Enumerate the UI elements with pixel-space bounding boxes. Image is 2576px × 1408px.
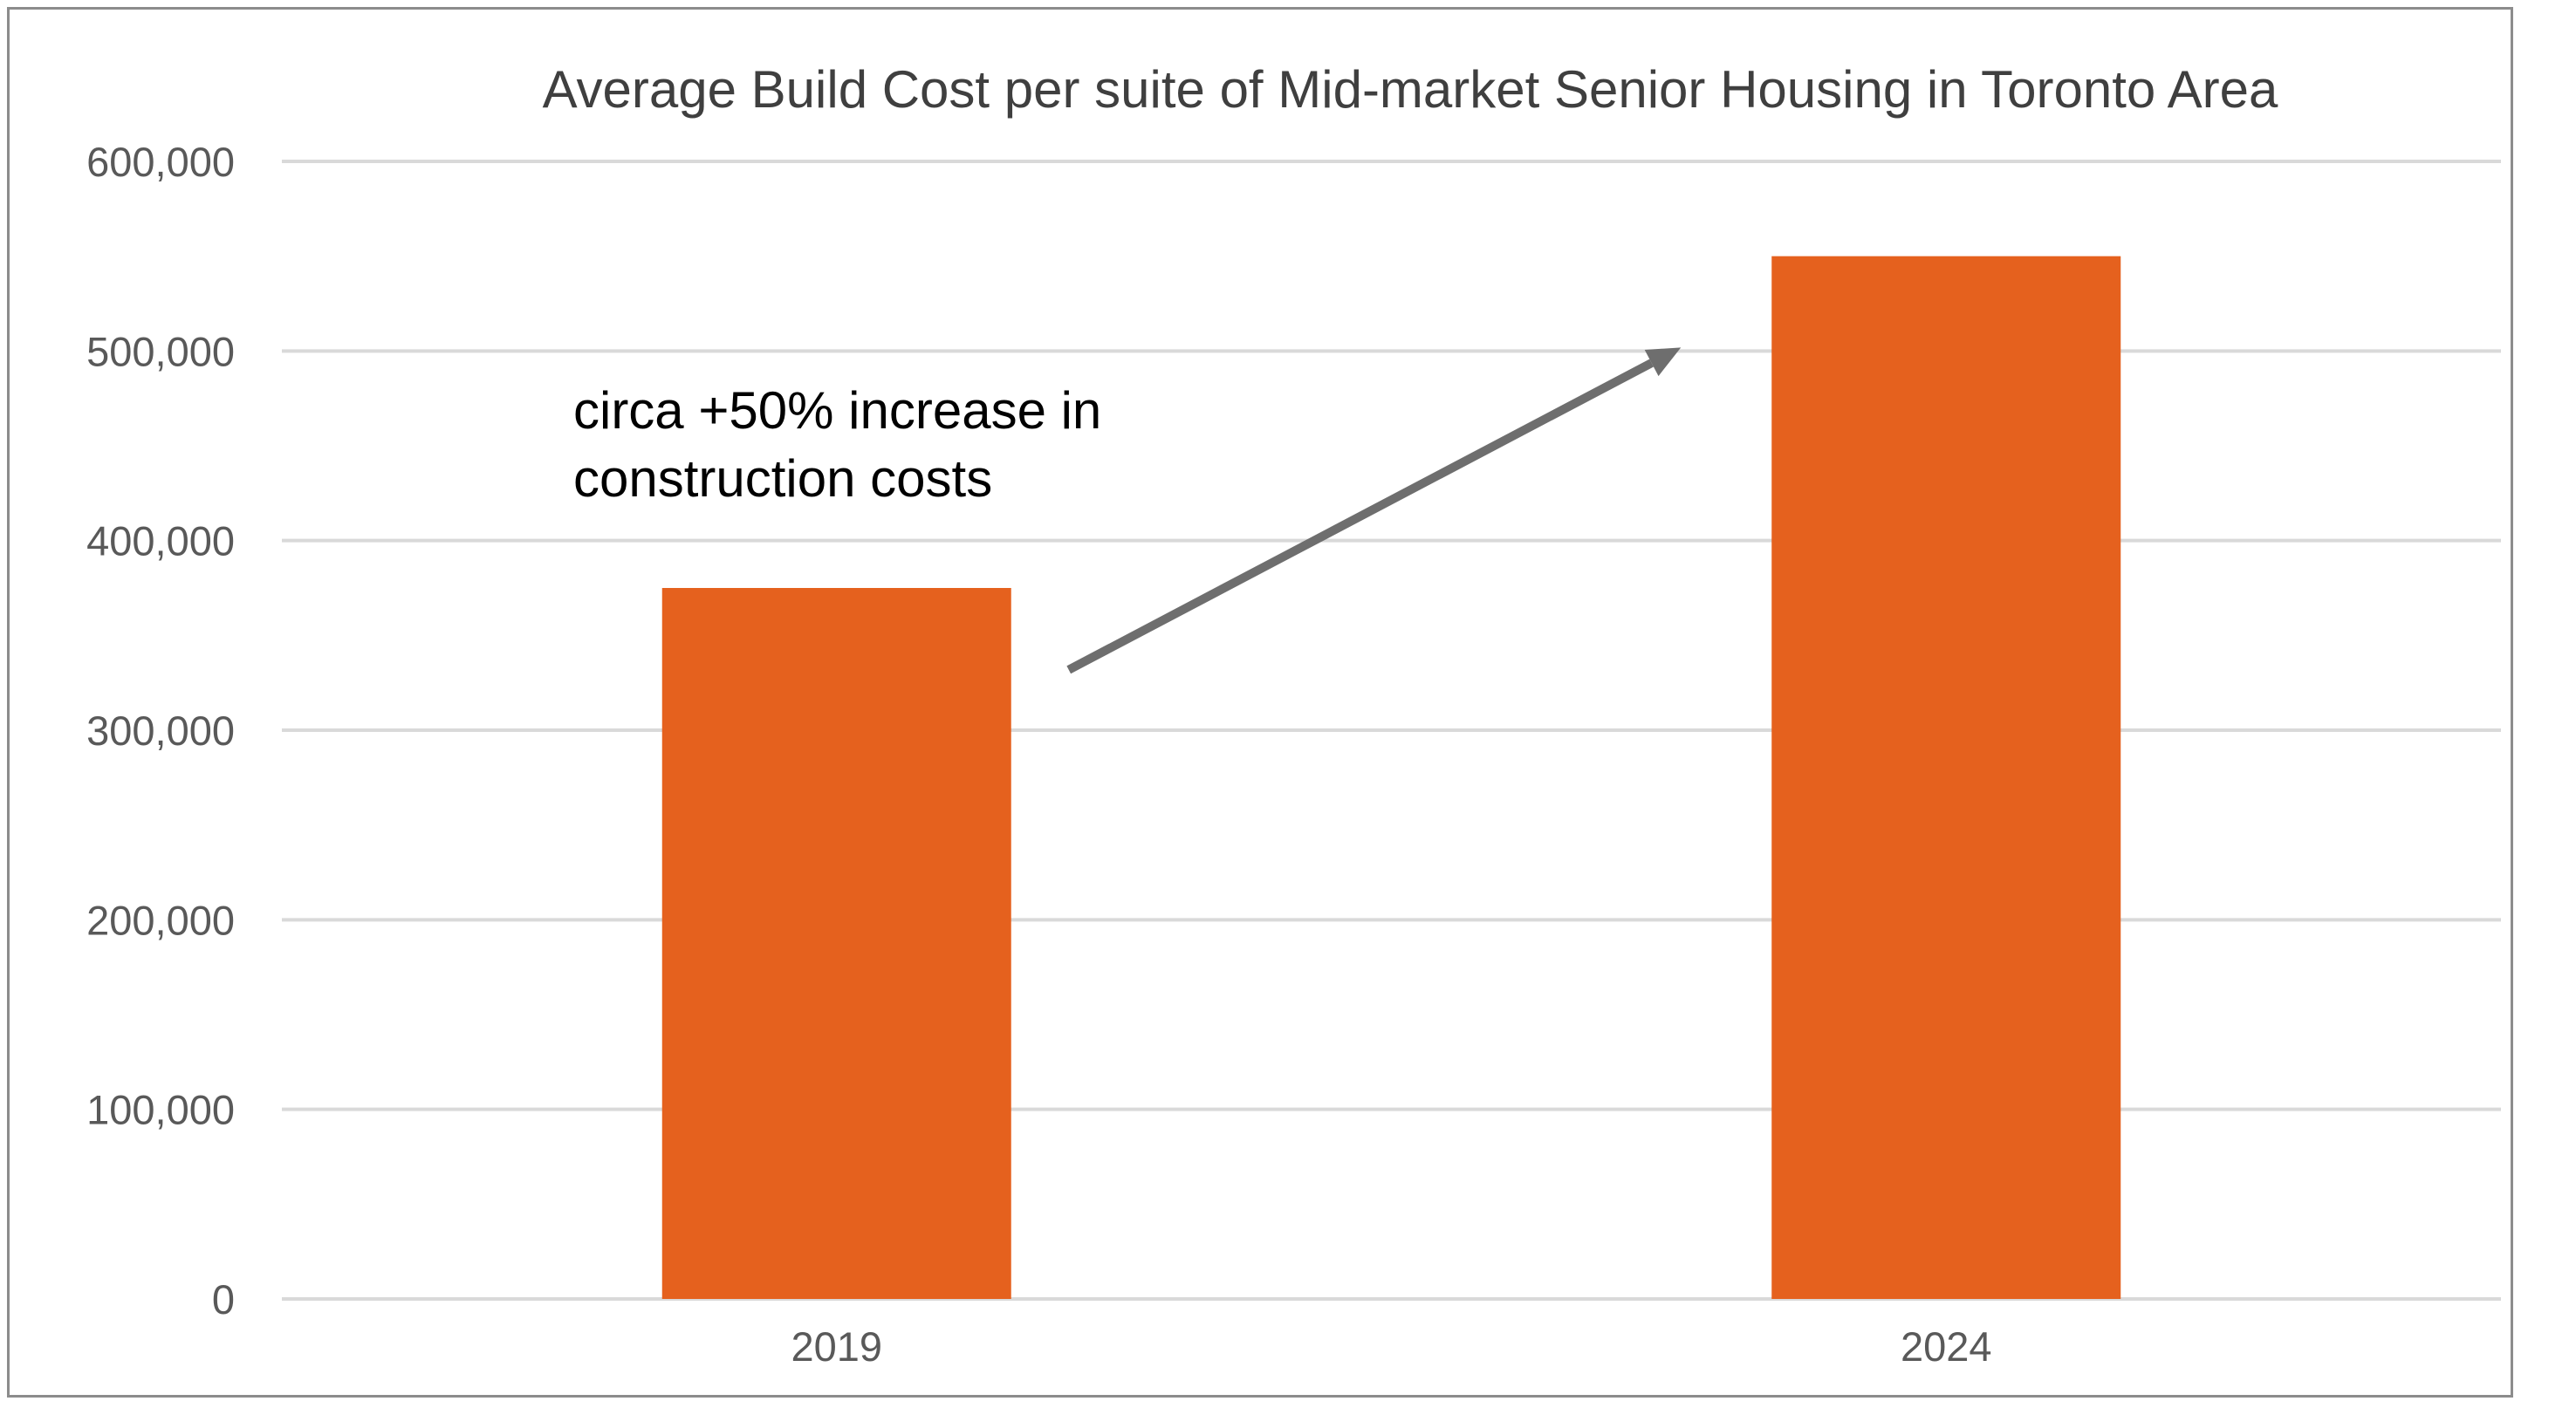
annotation-line-2: construction costs	[573, 449, 992, 508]
annotation-line-1: circa +50% increase in	[573, 381, 1101, 440]
y-tick-label: 600,000	[86, 139, 235, 185]
chart-title: Average Build Cost per suite of Mid-mark…	[543, 60, 2278, 119]
y-tick-label: 100,000	[86, 1087, 235, 1133]
gridlines	[282, 160, 2501, 1301]
annotation-arrow-head	[1644, 347, 1682, 377]
x-tick-label: 2019	[791, 1323, 882, 1370]
bar-chart: Average Build Cost per suite of Mid-mark…	[86, 60, 2501, 1370]
chart-frame: Average Build Cost per suite of Mid-mark…	[7, 7, 2513, 1398]
y-tick-label: 200,000	[86, 897, 235, 943]
y-tick-label: 400,000	[86, 518, 235, 564]
bars	[661, 256, 2121, 1300]
y-tick-label: 0	[212, 1276, 235, 1323]
y-tick-label: 500,000	[86, 328, 235, 374]
x-axis-tick-labels: 2019 2024	[791, 1323, 1991, 1370]
bar	[1771, 256, 2121, 1300]
y-tick-label: 300,000	[86, 707, 235, 754]
y-axis-tick-labels: 0 100,000 200,000 300,000 400,000 500,000 600,…	[86, 139, 235, 1323]
annotation-arrow-shaft	[1066, 359, 1654, 674]
bar	[661, 588, 1011, 1299]
annotation: circa +50% increase in construction cost…	[573, 347, 1682, 674]
x-tick-label: 2024	[1901, 1323, 1992, 1370]
